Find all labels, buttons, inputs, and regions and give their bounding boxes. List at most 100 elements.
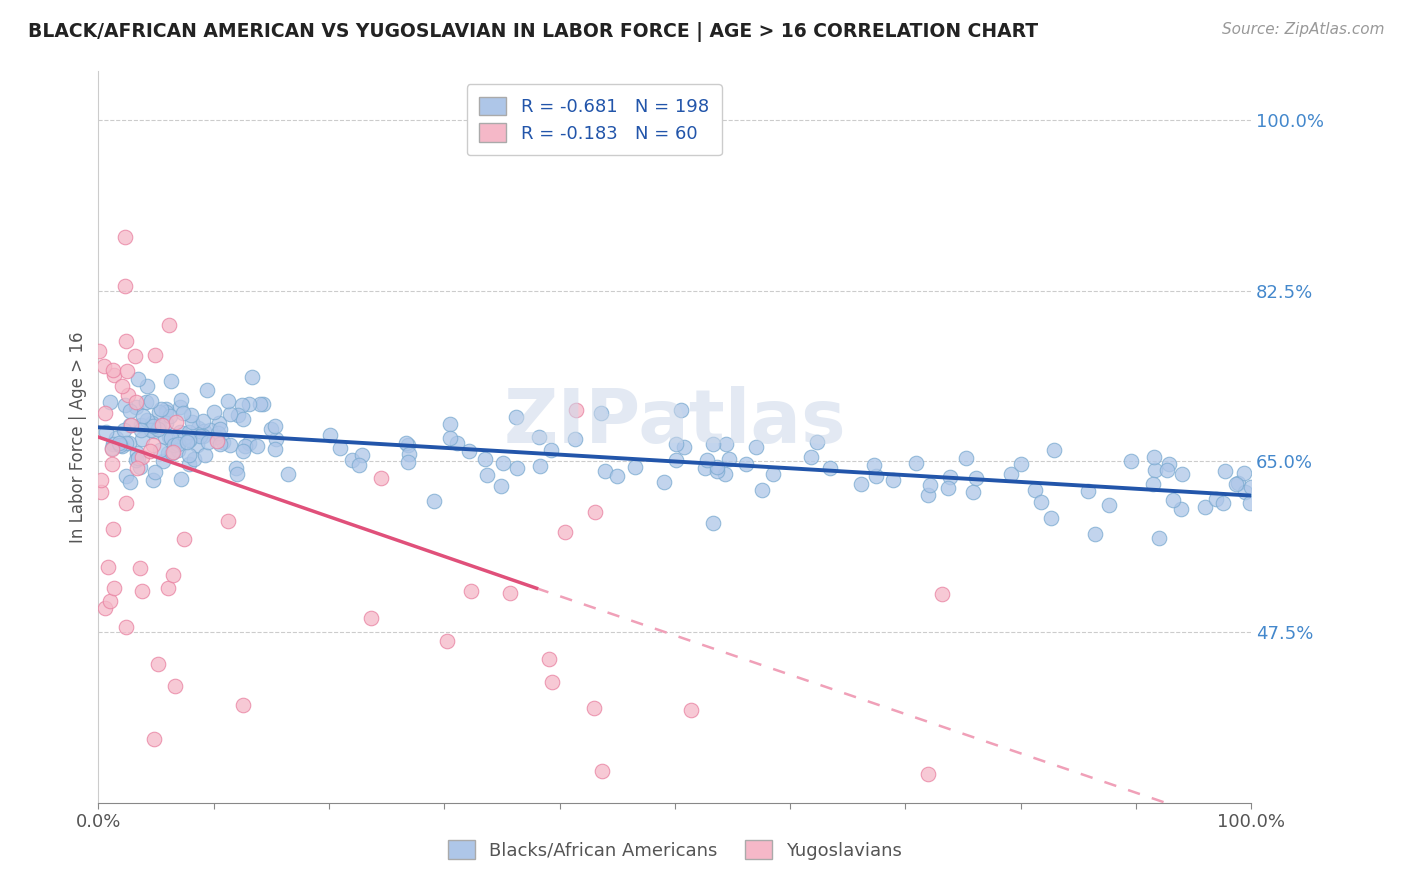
Point: [160, 432, 183, 446]
Point: [955, 450, 977, 465]
Point: [1077, 484, 1099, 499]
Point: [506, 460, 529, 475]
Point: [370, 471, 392, 485]
Point: [505, 410, 527, 425]
Point: [141, 417, 163, 431]
Point: [131, 432, 153, 446]
Point: [177, 449, 200, 463]
Point: [90, 473, 112, 487]
Point: [132, 409, 155, 423]
Point: [167, 442, 190, 457]
Point: [865, 469, 887, 483]
Point: [128, 459, 150, 474]
Point: [1171, 467, 1194, 481]
Point: [179, 432, 201, 446]
Point: [103, 581, 125, 595]
Point: [589, 406, 612, 420]
Point: [198, 423, 221, 437]
Point: [101, 442, 124, 456]
Point: [207, 426, 229, 441]
Point: [118, 404, 141, 418]
Point: [100, 441, 122, 455]
Point: [1156, 463, 1178, 477]
Point: [129, 417, 152, 432]
Point: [446, 435, 468, 450]
Point: [762, 467, 785, 482]
Point: [114, 436, 136, 450]
Point: [135, 379, 157, 393]
Point: [155, 405, 177, 419]
Point: [917, 766, 939, 780]
Point: [1121, 454, 1143, 468]
Point: [582, 701, 605, 715]
Point: [564, 403, 586, 417]
Point: [163, 438, 186, 452]
Point: [540, 442, 562, 457]
Point: [863, 458, 886, 472]
Point: [125, 461, 148, 475]
Point: [249, 397, 271, 411]
Point: [232, 698, 254, 713]
Point: [350, 448, 373, 462]
Point: [155, 416, 177, 430]
Point: [1194, 500, 1216, 515]
Point: [143, 424, 166, 438]
Point: [962, 484, 984, 499]
Point: [155, 402, 177, 417]
Point: [806, 434, 828, 449]
Point: [593, 464, 616, 478]
Point: [1159, 457, 1181, 471]
Point: [142, 473, 165, 487]
Point: [150, 417, 173, 432]
Point: [965, 470, 987, 484]
Point: [238, 397, 260, 411]
Point: [439, 431, 461, 445]
Point: [458, 444, 481, 458]
Point: [264, 433, 287, 447]
Point: [87, 343, 110, 358]
Point: [329, 442, 352, 456]
Point: [396, 438, 419, 452]
Point: [202, 404, 225, 418]
Point: [208, 416, 231, 430]
Point: [127, 446, 149, 460]
Point: [152, 453, 174, 467]
Point: [169, 425, 191, 440]
Point: [540, 675, 562, 690]
Point: [498, 585, 520, 599]
Point: [818, 461, 841, 475]
Point: [148, 422, 170, 436]
Point: [90, 484, 112, 499]
Point: [170, 472, 193, 486]
Point: [148, 420, 170, 434]
Point: [263, 419, 285, 434]
Point: [211, 435, 233, 450]
Point: [606, 468, 628, 483]
Point: [143, 348, 166, 362]
Point: [340, 452, 363, 467]
Point: [1024, 483, 1046, 497]
Point: [477, 467, 499, 482]
Point: [187, 421, 209, 435]
Point: [98, 395, 121, 409]
Point: [115, 496, 138, 510]
Point: [101, 521, 124, 535]
Point: [246, 439, 269, 453]
Point: [849, 477, 872, 491]
Point: [1010, 457, 1032, 471]
Point: [98, 594, 121, 608]
Point: [260, 422, 283, 436]
Point: [193, 414, 215, 428]
Point: [124, 349, 146, 363]
Point: [142, 732, 165, 747]
Point: [917, 488, 939, 502]
Point: [735, 457, 758, 471]
Point: [938, 470, 960, 484]
Point: [114, 279, 136, 293]
Point: [118, 417, 141, 432]
Point: [186, 438, 208, 452]
Point: [115, 334, 138, 348]
Point: [112, 423, 135, 437]
Point: [1084, 526, 1107, 541]
Point: [180, 415, 202, 429]
